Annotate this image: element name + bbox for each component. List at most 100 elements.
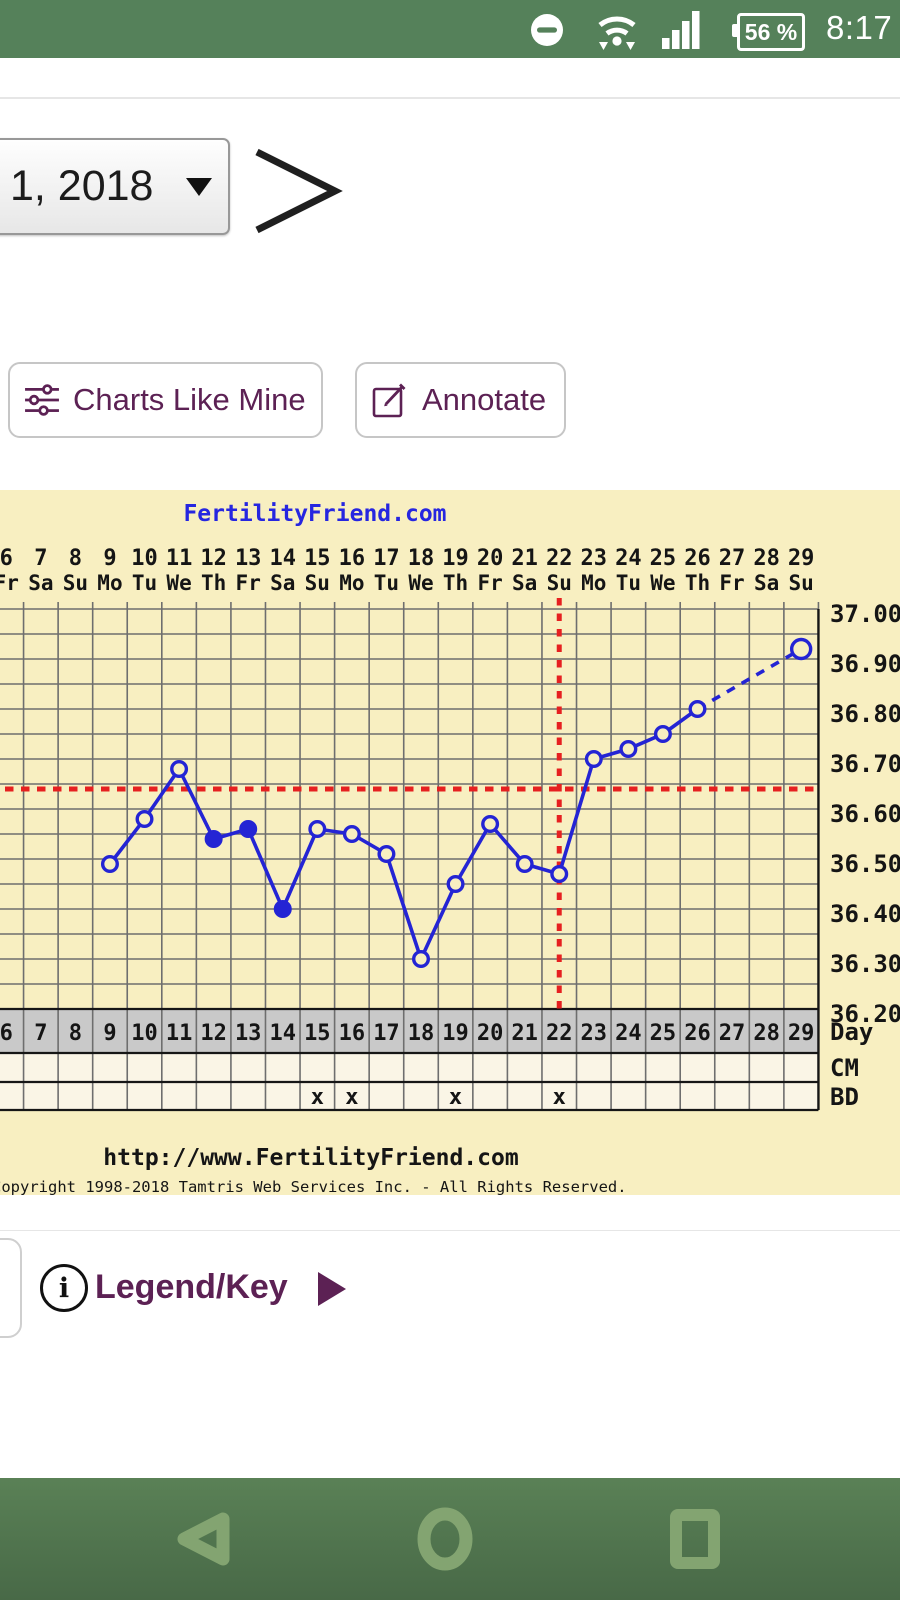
svg-text:22: 22 xyxy=(546,546,573,571)
svg-text:Tu: Tu xyxy=(374,571,399,595)
svg-text:21: 21 xyxy=(511,546,538,571)
svg-text:24: 24 xyxy=(615,546,642,571)
svg-text:16: 16 xyxy=(339,1021,366,1046)
svg-text:25: 25 xyxy=(650,1021,677,1046)
svg-text:29: 29 xyxy=(788,1021,815,1046)
svg-text:36.60: 36.60 xyxy=(830,800,900,828)
tune-sliders-icon xyxy=(25,384,59,416)
svg-text:28: 28 xyxy=(753,546,780,571)
svg-text:Su: Su xyxy=(63,571,88,595)
svg-text:19: 19 xyxy=(442,546,469,571)
svg-text:CM: CM xyxy=(830,1054,859,1082)
info-icon-glyph: i xyxy=(58,1272,70,1304)
svg-text:19: 19 xyxy=(442,1021,469,1046)
android-nav-bar xyxy=(0,1478,900,1600)
svg-text:14: 14 xyxy=(270,546,297,571)
chart-footer-url: http://www.FertilityFriend.com xyxy=(103,1145,519,1171)
svg-text:Fr: Fr xyxy=(477,571,502,595)
signal-strength-icon xyxy=(662,11,700,49)
svg-text:21: 21 xyxy=(511,1021,538,1046)
svg-text:Th: Th xyxy=(685,571,710,595)
svg-text:36.50: 36.50 xyxy=(830,850,900,878)
svg-text:x: x xyxy=(553,1085,566,1110)
svg-text:28: 28 xyxy=(753,1021,780,1046)
legend-divider xyxy=(0,1230,900,1231)
svg-text:26: 26 xyxy=(684,546,711,571)
clock: 8:17 xyxy=(826,9,893,46)
annotate-label: Annotate xyxy=(422,382,547,417)
legend-key-toggle[interactable]: Legend/Key xyxy=(95,1268,288,1306)
svg-text:13: 13 xyxy=(235,1021,262,1046)
svg-text:9: 9 xyxy=(103,1021,116,1046)
legend-expand-arrow-icon[interactable] xyxy=(318,1272,346,1306)
svg-text:Th: Th xyxy=(443,571,468,595)
svg-text:36.70: 36.70 xyxy=(830,750,900,778)
svg-text:Tu: Tu xyxy=(132,571,157,595)
svg-text:27: 27 xyxy=(719,546,746,571)
battery-percent: 56 % xyxy=(744,18,798,45)
battery-indicator: 56 % xyxy=(732,13,805,51)
charts-like-mine-button[interactable]: Charts Like Mine xyxy=(8,362,323,438)
svg-text:6: 6 xyxy=(0,1021,13,1046)
svg-text:Tu: Tu xyxy=(616,571,641,595)
nav-recents-button[interactable] xyxy=(645,1478,745,1600)
svg-text:8: 8 xyxy=(69,1021,82,1046)
svg-text:10: 10 xyxy=(131,546,158,571)
svg-text:23: 23 xyxy=(581,546,608,571)
chart-copyright: Copyright 1998-2018 Tamtris Web Services… xyxy=(0,1178,627,1195)
svg-text:24: 24 xyxy=(615,1021,642,1046)
svg-text:Mo: Mo xyxy=(97,571,122,595)
svg-text:13: 13 xyxy=(235,546,262,571)
svg-text:16: 16 xyxy=(339,546,366,571)
svg-text:x: x xyxy=(449,1085,462,1110)
svg-text:9: 9 xyxy=(103,546,116,571)
nav-home-button[interactable] xyxy=(395,1478,495,1600)
bbt-chart[interactable]: FertilityFriend.com 6Fr67Sa78Su89Mo910Tu… xyxy=(0,490,900,1195)
info-icon[interactable]: i xyxy=(40,1264,88,1312)
svg-text:12: 12 xyxy=(200,546,227,571)
svg-text:x: x xyxy=(311,1085,324,1110)
svg-text:18: 18 xyxy=(408,1021,435,1046)
svg-text:22: 22 xyxy=(546,1021,573,1046)
svg-text:36.40: 36.40 xyxy=(830,900,900,928)
svg-text:Su: Su xyxy=(789,571,814,595)
svg-text:7: 7 xyxy=(34,1021,47,1046)
svg-text:We: We xyxy=(408,571,433,595)
next-cycle-button[interactable] xyxy=(253,148,349,234)
svg-text:Mo: Mo xyxy=(581,571,606,595)
recents-icon xyxy=(670,1509,720,1569)
svg-text:17: 17 xyxy=(373,546,400,571)
svg-text:18: 18 xyxy=(408,546,435,571)
svg-text:Sa: Sa xyxy=(270,571,295,595)
svg-text:36.90: 36.90 xyxy=(830,650,900,678)
svg-text:17: 17 xyxy=(373,1021,400,1046)
status-bar: 56 % 8:17 xyxy=(0,0,900,58)
svg-text:36.20: 36.20 xyxy=(830,1000,900,1028)
svg-text:Fr: Fr xyxy=(719,571,744,595)
dropdown-caret-icon xyxy=(186,177,212,196)
svg-text:Day: Day xyxy=(830,1018,873,1046)
svg-text:Su: Su xyxy=(547,571,572,595)
svg-text:Th: Th xyxy=(201,571,226,595)
svg-text:Mo: Mo xyxy=(339,571,364,595)
svg-text:15: 15 xyxy=(304,546,331,571)
svg-text:6: 6 xyxy=(0,546,13,571)
svg-text:23: 23 xyxy=(581,1021,608,1046)
svg-text:12: 12 xyxy=(200,1021,227,1046)
svg-text:Sa: Sa xyxy=(754,571,779,595)
svg-text:Fr: Fr xyxy=(236,571,261,595)
wifi-icon xyxy=(598,16,636,50)
svg-text:We: We xyxy=(650,571,675,595)
svg-text:Su: Su xyxy=(305,571,330,595)
svg-text:29: 29 xyxy=(788,546,815,571)
nav-back-button[interactable] xyxy=(155,1478,255,1600)
do-not-disturb-icon xyxy=(531,14,563,46)
cycle-date-dropdown[interactable]: 1, 2018 xyxy=(0,138,230,235)
annotate-button[interactable]: Annotate xyxy=(355,362,566,438)
chart-title: FertilityFriend.com xyxy=(183,501,447,527)
svg-text:11: 11 xyxy=(166,546,193,571)
svg-text:Sa: Sa xyxy=(512,571,537,595)
partial-button-left-edge[interactable] xyxy=(0,1238,22,1338)
svg-text:36.80: 36.80 xyxy=(830,700,900,728)
